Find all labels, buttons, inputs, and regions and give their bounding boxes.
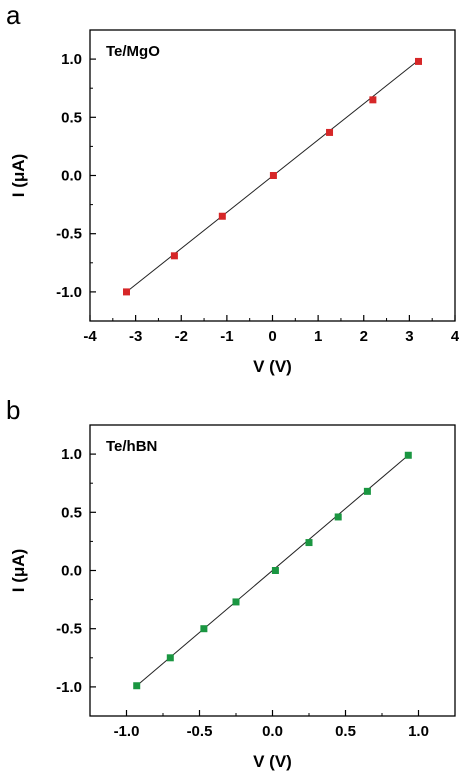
panel-a-y-tick-label: 0.0	[61, 168, 82, 185]
panel-b-data-point	[404, 451, 412, 459]
panel-b-data-point	[271, 567, 279, 574]
panel-b-data-point	[334, 513, 342, 521]
panel-b-data-point	[133, 682, 141, 690]
panel-a-data-point	[415, 57, 422, 65]
panel-a-x-tick-label: -3	[129, 328, 142, 345]
panel-a-x-tick-label: -1	[220, 328, 233, 345]
panel-b: b Te/hBN V (V) I (μA) -1.0 -0.5 0.0 0.5 1.0-…	[6, 395, 456, 771]
panel-b-ticks: -1.0 -0.5 0.0 0.5 1.0 -1.0 -0.5 0.0 0.5 1.0	[56, 446, 429, 740]
panel-b-x-tick-label: 0.5	[335, 723, 356, 740]
panel-b-y-tick-label: 0.0	[61, 563, 82, 580]
panel-b-data-point	[166, 654, 174, 662]
panel-a-y-tick-label: 0.5	[61, 109, 82, 126]
panel-b-x-tick-label: -1.0	[114, 723, 140, 740]
panel-b-annotation: Te/hBN	[106, 438, 157, 455]
panel-a-x-tick-label: 4	[451, 328, 459, 345]
panel-a-x-tick-label: 3	[405, 328, 413, 345]
panel-a-data-point	[369, 96, 377, 104]
panel-a-data-point	[218, 212, 226, 220]
panel-b-label: b	[6, 395, 20, 425]
panel-b-x-tick-label: 1.0	[408, 723, 429, 740]
panel-b-data-point	[232, 598, 240, 606]
panel-b-x-axis-title: V (V)	[253, 752, 292, 771]
panel-b-y-tick-label: -0.5	[56, 621, 82, 638]
panel-b-y-tick-label: 0.5	[61, 504, 82, 521]
panel-b-data-point	[200, 625, 208, 633]
panel-a-y-axis-title: I (μA)	[9, 154, 28, 197]
panel-a-y-tick-label: 1.0	[61, 51, 82, 68]
panel-a-data-point	[326, 128, 334, 136]
panel-a-label: a	[6, 0, 21, 30]
panel-b-x-tick-label: -0.5	[187, 723, 213, 740]
panel-a-y-tick-label: -0.5	[56, 226, 82, 243]
panel-a-x-tick-label: -2	[175, 328, 188, 345]
panel-b-x-tick-label: 0.0	[262, 723, 283, 740]
panel-a-data-point	[269, 172, 277, 179]
panel-a-y-tick-label: -1.0	[56, 284, 82, 301]
panel-a-ticks: -4 -3 -2 -1 0 1 2 3 4 -1.0 -0.5 0.0 0.5 1.0	[56, 51, 459, 345]
panel-a-annotation: Te/MgO	[106, 43, 160, 60]
panel-a-data-point	[170, 252, 178, 260]
panel-b-data-point	[305, 539, 313, 547]
panel-a-x-axis-title: V (V)	[253, 357, 292, 376]
panel-a-x-tick-label: -4	[83, 328, 97, 345]
panel-b-y-tick-label: -1.0	[56, 679, 82, 696]
panel-a-marks	[123, 57, 422, 296]
panel-a-x-tick-label: 2	[360, 328, 368, 345]
panel-a-data-point	[123, 288, 130, 296]
panel-b-data-point	[363, 487, 371, 495]
panel-b-marks	[133, 451, 412, 690]
panel-b-y-tick-label: 1.0	[61, 446, 82, 463]
panel-a-x-tick-label: 1	[314, 328, 322, 345]
panel-a-x-tick-label: 0	[268, 328, 276, 345]
panel-a: a Te/MgO V (V) I (μA) -4 -3 -2 -1 0 1 2 3 4-1.0-…	[6, 0, 459, 376]
panel-b-y-axis-title: I (μA)	[9, 549, 28, 592]
